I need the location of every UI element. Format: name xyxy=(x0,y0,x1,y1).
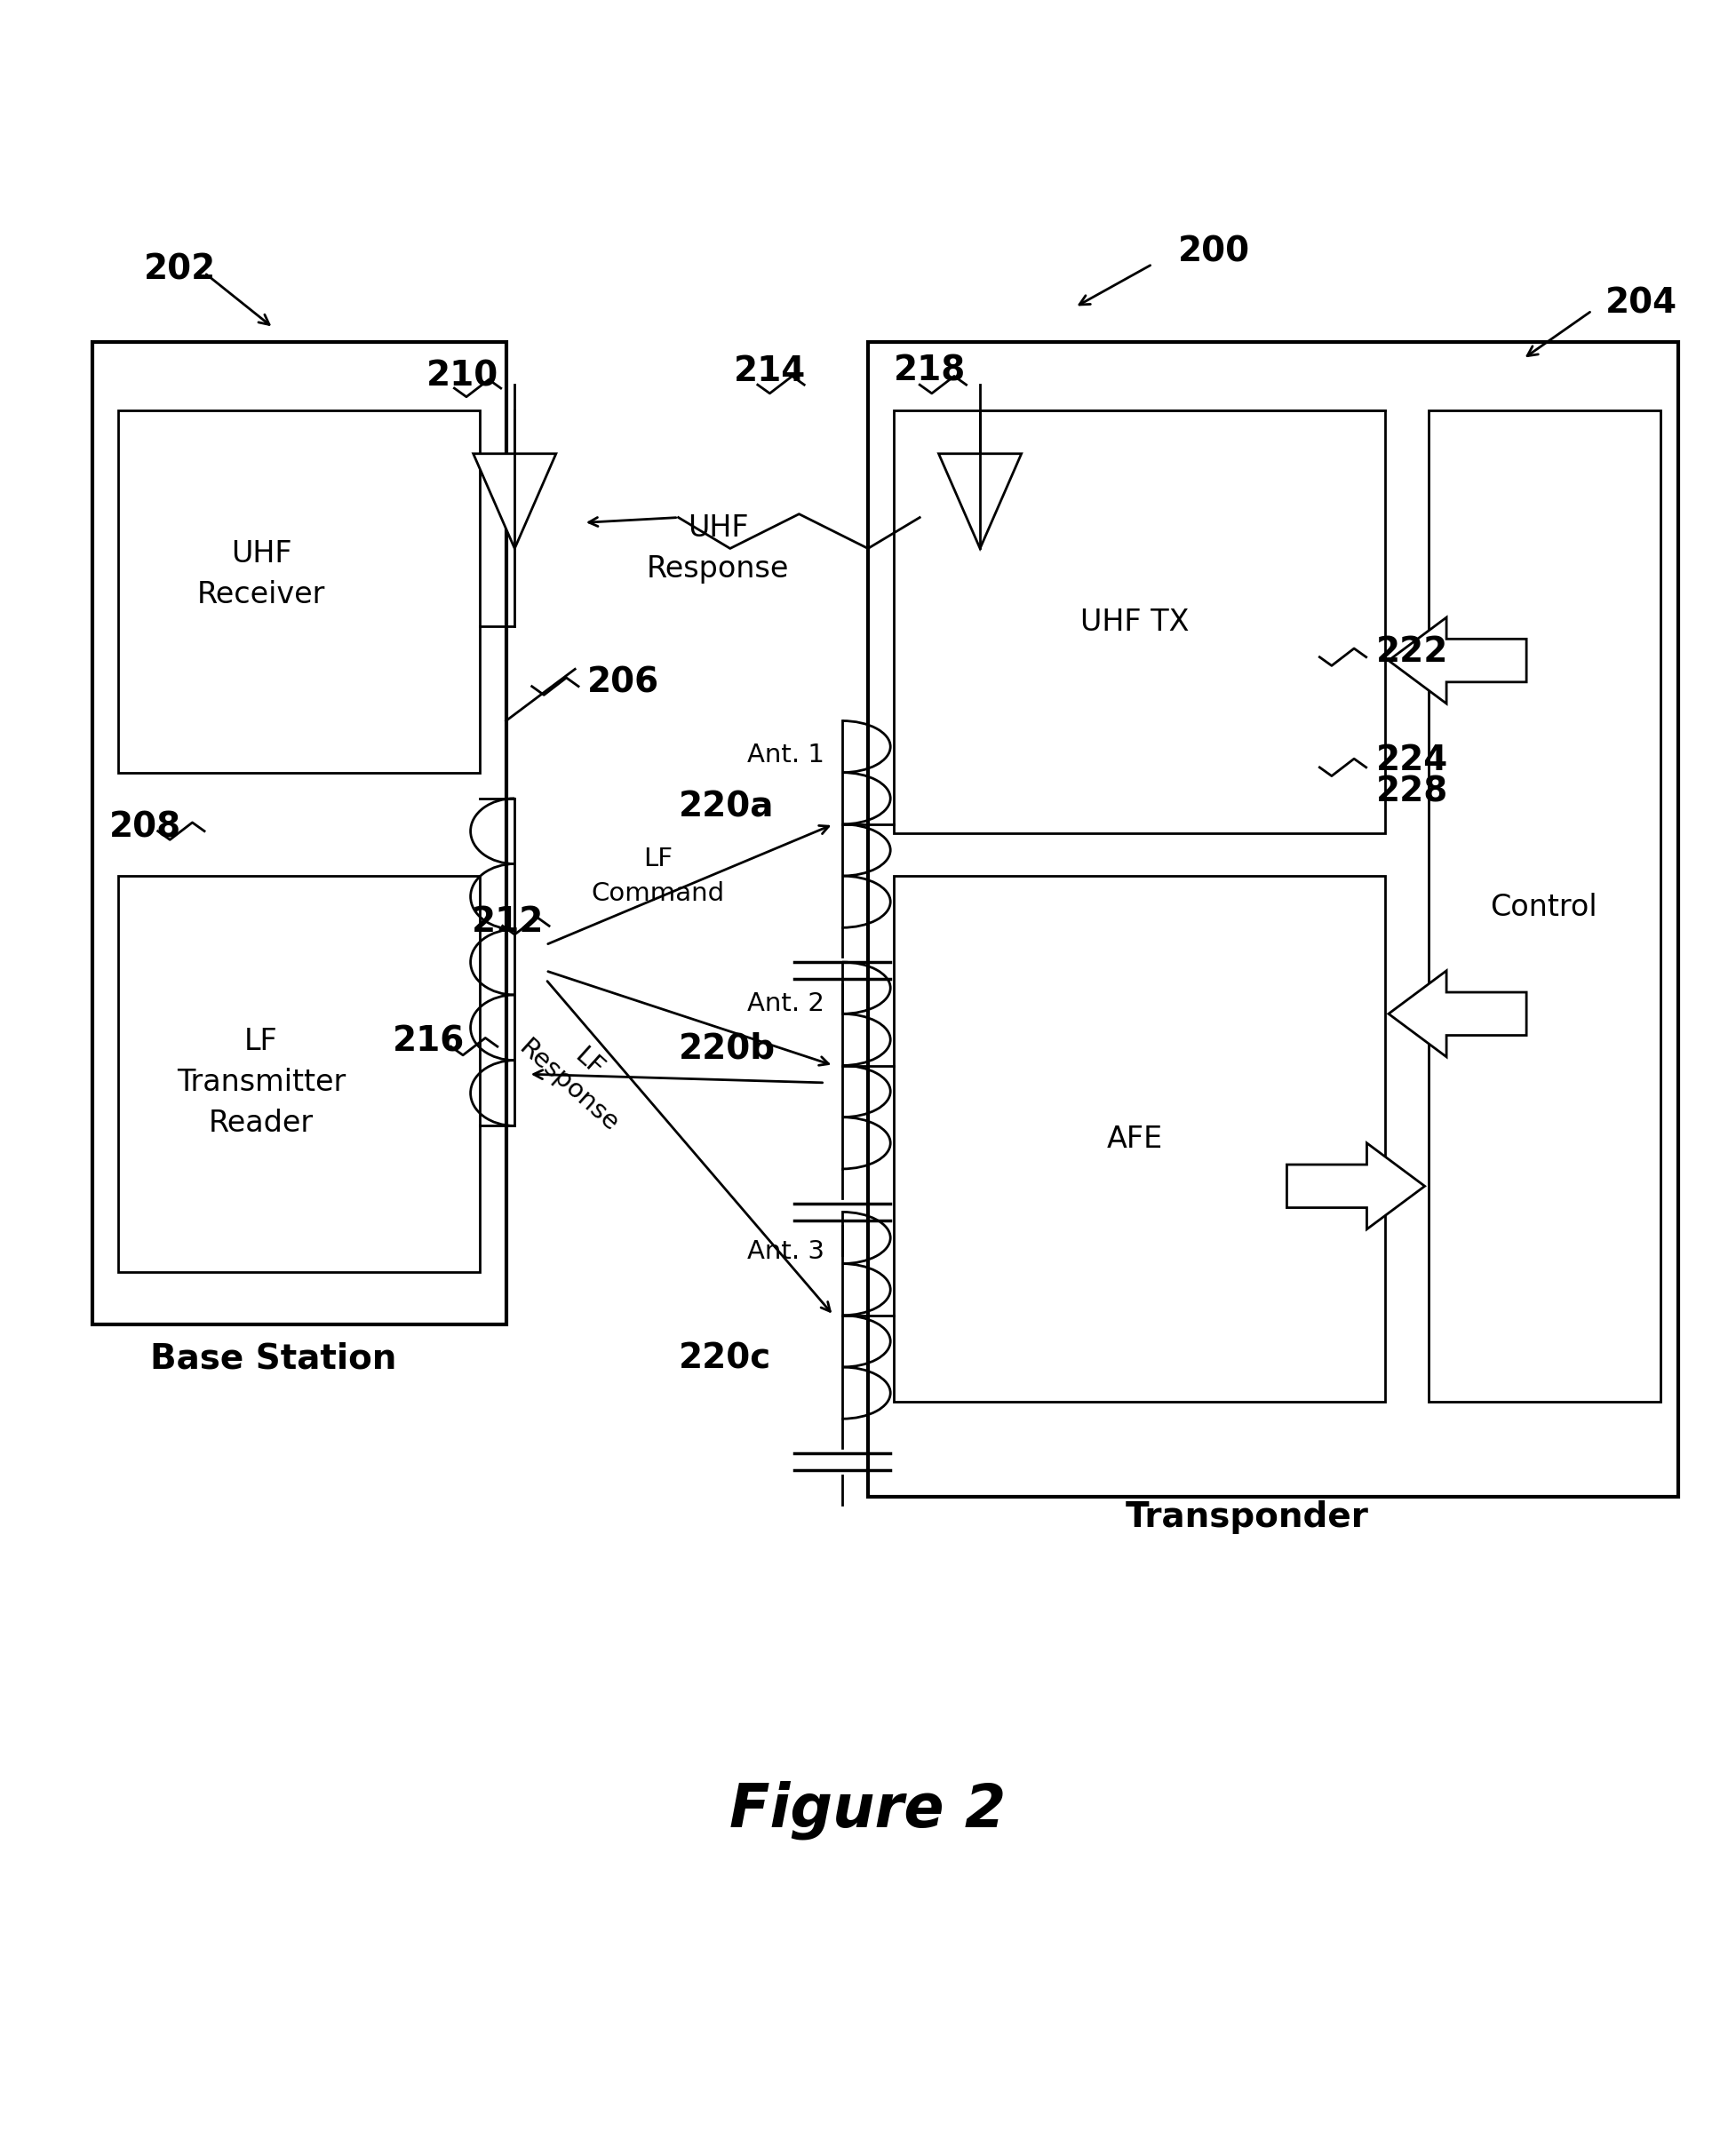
Text: Figure 2: Figure 2 xyxy=(729,1782,1007,1839)
Polygon shape xyxy=(1389,972,1526,1057)
Text: 220c: 220c xyxy=(679,1343,771,1374)
Text: 216: 216 xyxy=(392,1025,465,1059)
Text: 224: 224 xyxy=(1377,744,1448,778)
Polygon shape xyxy=(939,454,1021,548)
FancyBboxPatch shape xyxy=(894,411,1385,833)
Text: 220a: 220a xyxy=(679,791,774,825)
Text: Control: Control xyxy=(1489,893,1597,921)
Text: 220b: 220b xyxy=(679,1031,776,1066)
Text: UHF
Receiver: UHF Receiver xyxy=(198,539,325,609)
Text: 218: 218 xyxy=(894,354,965,388)
Text: 200: 200 xyxy=(1179,234,1250,269)
Text: 212: 212 xyxy=(472,906,543,940)
Text: 222: 222 xyxy=(1377,635,1450,669)
FancyBboxPatch shape xyxy=(118,411,481,774)
Text: LF
Response: LF Response xyxy=(514,1012,644,1136)
Text: 204: 204 xyxy=(1606,288,1677,320)
Polygon shape xyxy=(1389,618,1526,703)
Text: 228: 228 xyxy=(1377,774,1448,808)
Text: LF
Command: LF Command xyxy=(590,846,724,906)
Text: Ant. 3: Ant. 3 xyxy=(746,1240,825,1264)
FancyBboxPatch shape xyxy=(118,876,481,1272)
Polygon shape xyxy=(474,454,556,548)
FancyBboxPatch shape xyxy=(1429,411,1661,1402)
Text: 208: 208 xyxy=(109,810,182,844)
Text: Transponder: Transponder xyxy=(1125,1500,1370,1534)
FancyBboxPatch shape xyxy=(92,341,505,1323)
Text: UHF
Response: UHF Response xyxy=(648,514,790,584)
FancyBboxPatch shape xyxy=(894,876,1385,1402)
Text: Base Station: Base Station xyxy=(149,1343,396,1374)
Text: Ant. 2: Ant. 2 xyxy=(746,991,825,1016)
Text: AFE: AFE xyxy=(1108,1125,1163,1155)
Text: 206: 206 xyxy=(587,667,660,699)
FancyBboxPatch shape xyxy=(868,341,1679,1496)
Text: LF
Transmitter
Reader: LF Transmitter Reader xyxy=(177,1027,345,1138)
Text: 214: 214 xyxy=(734,354,806,388)
Text: Ant. 1: Ant. 1 xyxy=(746,744,825,767)
Text: 202: 202 xyxy=(144,251,217,286)
Polygon shape xyxy=(1286,1142,1425,1230)
Text: 210: 210 xyxy=(427,360,498,392)
Text: UHF TX: UHF TX xyxy=(1082,607,1189,637)
